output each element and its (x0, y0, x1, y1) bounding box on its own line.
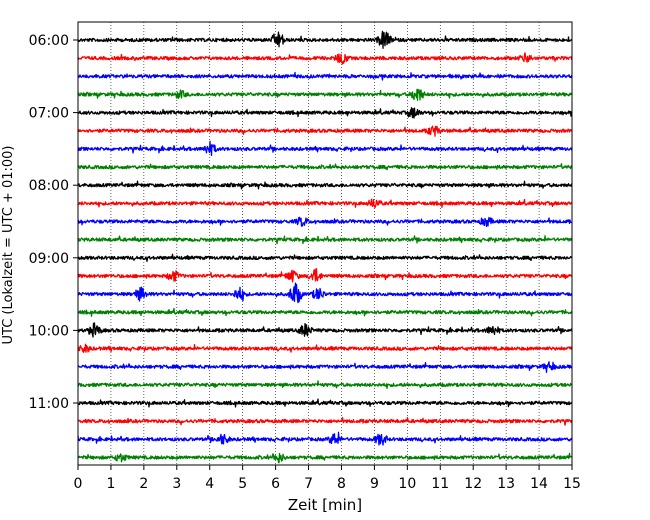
x-tick-label: 9 (370, 476, 379, 492)
trace-line-0915 (77, 268, 573, 283)
x-tick-label: 8 (337, 476, 346, 492)
trace-line-0815 (77, 198, 573, 209)
trace-line-0930 (77, 282, 573, 304)
y-tick-label: 10:00 (29, 323, 69, 339)
trace-line-0600 (77, 30, 573, 49)
trace-line-1130 (77, 431, 573, 446)
trace-line-1115 (77, 416, 573, 426)
trace-line-0645 (77, 88, 573, 101)
trace-line-1100 (77, 398, 573, 408)
trace-line-0900 (77, 253, 573, 262)
x-tick-label: 5 (238, 476, 247, 492)
x-tick-label: 10 (398, 476, 416, 492)
x-axis-ticks: 0 1 2 3 4 5 6 7 8 9 10 11 12 13 14 15 (74, 465, 581, 492)
x-tick-label: 7 (304, 476, 313, 492)
x-tick-label: 6 (271, 476, 280, 492)
vertical-gridlines (110, 22, 540, 465)
x-tick-label: 11 (431, 476, 449, 492)
x-tick-label: 1 (106, 476, 115, 492)
trace-line-0800 (77, 180, 573, 190)
x-tick-label: 13 (497, 476, 515, 492)
trace-line-1145 (77, 452, 573, 464)
y-tick-label: 08:00 (29, 178, 69, 194)
y-axis-title: UTC (Lokalzeit = UTC + 01:00) (1, 146, 16, 345)
x-axis-title: Zeit [min] (288, 496, 362, 514)
x-tick-label: 0 (74, 476, 83, 492)
trace-line-0615 (77, 52, 573, 65)
trace-line-0845 (77, 235, 573, 245)
trace-line-0830 (77, 216, 573, 228)
x-tick-label: 4 (205, 476, 214, 492)
y-tick-label: 06:00 (29, 33, 69, 49)
x-tick-label: 2 (139, 476, 148, 492)
x-tick-label: 12 (464, 476, 482, 492)
x-tick-label: 15 (563, 476, 581, 492)
x-tick-label: 3 (172, 476, 181, 492)
trace-line-0700 (77, 107, 573, 119)
trace-line-1030 (77, 361, 573, 374)
y-tick-label: 07:00 (29, 106, 69, 122)
trace-line-0715 (77, 125, 573, 137)
trace-line-0745 (77, 163, 573, 171)
y-tick-label: 11:00 (29, 396, 69, 412)
trace-line-0945 (77, 307, 573, 317)
y-tick-label: 09:00 (29, 251, 69, 267)
trace-lines (77, 30, 573, 464)
y-axis-ticks: 06:00 07:00 08:00 09:00 10:00 11:00 (29, 33, 78, 412)
trace-line-0630 (77, 71, 573, 81)
trace-line-1045 (77, 380, 573, 390)
x-tick-label: 14 (530, 476, 548, 492)
plot-frame (77, 21, 573, 466)
trace-line-1000 (77, 322, 573, 338)
trace-line-0730 (77, 140, 573, 156)
trace-line-1015 (77, 343, 573, 354)
